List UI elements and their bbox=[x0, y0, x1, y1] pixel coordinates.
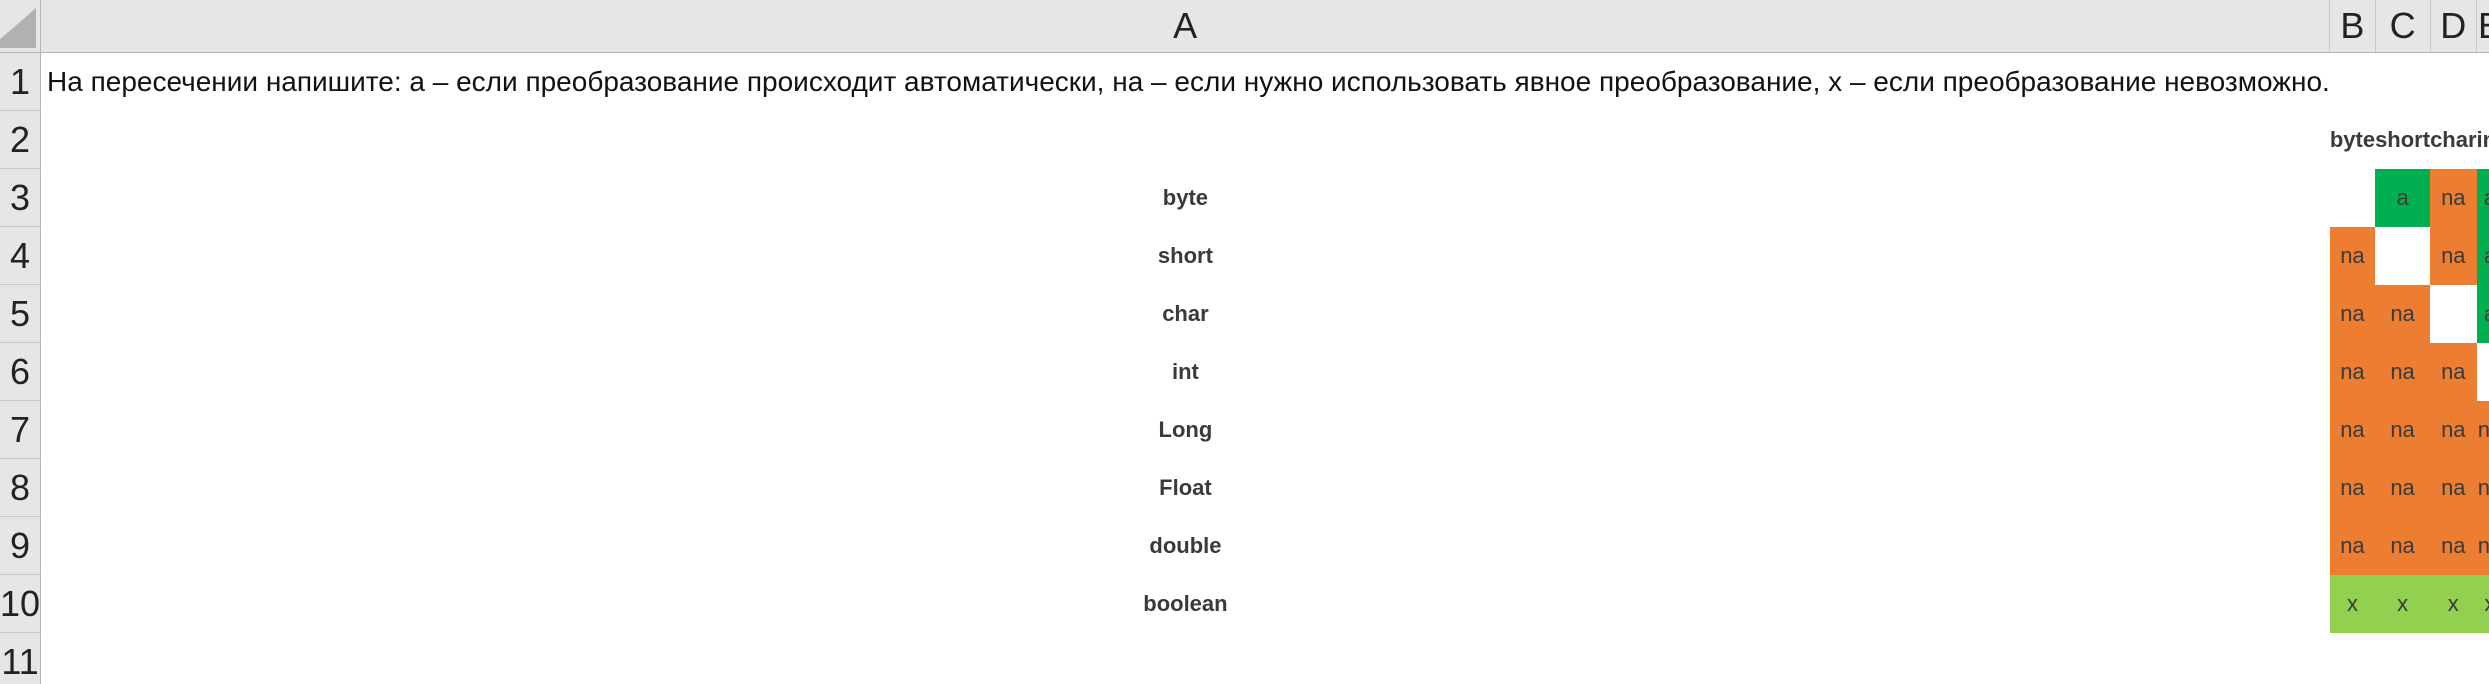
matrix-cell-e5[interactable]: a bbox=[2476, 284, 2489, 343]
row-header-10[interactable]: 10 bbox=[0, 574, 42, 633]
row-type-label[interactable]: double bbox=[1149, 532, 1222, 558]
title-cell[interactable]: На пересечении напишите: а – если преобр… bbox=[47, 65, 2330, 97]
cell[interactable] bbox=[41, 111, 2330, 169]
matrix-cell-c7[interactable]: na bbox=[2375, 400, 2431, 459]
matrix-cell-b10[interactable]: x bbox=[2329, 574, 2376, 633]
matrix-cell-c9[interactable]: na bbox=[2375, 516, 2431, 575]
row-type-label[interactable]: byte bbox=[1162, 184, 1209, 210]
sheet-row-6: 6intnananaaaax bbox=[0, 342, 2489, 401]
column-header-b[interactable]: B bbox=[2329, 0, 2376, 53]
cell[interactable] bbox=[2477, 53, 2489, 111]
column-header-row: A B C D E F G H I J K L bbox=[0, 0, 2489, 53]
cell[interactable] bbox=[2477, 633, 2489, 684]
row-type-label[interactable]: short bbox=[1157, 242, 1213, 268]
row-header-7[interactable]: 7 bbox=[0, 400, 42, 459]
sheet-row-5: 5charnanaaaaax bbox=[0, 284, 2489, 343]
matrix-cell-b6[interactable]: na bbox=[2329, 342, 2376, 401]
select-all-corner[interactable] bbox=[0, 0, 42, 53]
matrix-cell-c8[interactable]: na bbox=[2375, 458, 2431, 517]
column-type-label-int[interactable]: int bbox=[2476, 126, 2489, 152]
cell[interactable] bbox=[41, 633, 2330, 684]
matrix-cell-d4[interactable]: na bbox=[2430, 226, 2477, 285]
matrix-cell-e8[interactable]: na bbox=[2476, 458, 2489, 517]
column-type-label-byte[interactable]: byte bbox=[2329, 126, 2376, 152]
column-header-d[interactable]: D bbox=[2430, 0, 2478, 53]
matrix-cell-e6[interactable] bbox=[2477, 343, 2489, 401]
matrix-cell-e10[interactable]: x bbox=[2476, 574, 2489, 633]
matrix-cell-c5[interactable]: na bbox=[2375, 284, 2431, 343]
row-header-2[interactable]: 2 bbox=[0, 110, 42, 169]
matrix-cell-e3[interactable]: a bbox=[2476, 168, 2489, 227]
column-header-e[interactable]: E bbox=[2476, 0, 2489, 53]
sheet-row-2: 2 byte short char int long float double … bbox=[0, 110, 2489, 169]
sheet-row-3: 3byteanaaaaax bbox=[0, 168, 2489, 227]
matrix-cell-e7[interactable]: na bbox=[2476, 400, 2489, 459]
select-all-triangle-icon bbox=[0, 8, 37, 48]
row-type-label[interactable]: Long bbox=[1158, 416, 1213, 442]
row-header-6[interactable]: 6 bbox=[0, 342, 42, 401]
matrix-cell-b5[interactable]: na bbox=[2329, 284, 2376, 343]
matrix-cell-b7[interactable]: na bbox=[2329, 400, 2376, 459]
cell[interactable] bbox=[2330, 53, 2375, 111]
column-header-a[interactable]: A bbox=[40, 0, 2331, 53]
sheet-row-11: 11 bbox=[0, 632, 2489, 684]
row-type-label[interactable]: int bbox=[1171, 358, 1199, 384]
matrix-cell-c3[interactable]: a bbox=[2375, 168, 2431, 227]
matrix-cell-d5[interactable] bbox=[2430, 285, 2476, 343]
column-type-label-char[interactable]: char bbox=[2430, 126, 2477, 152]
cell[interactable] bbox=[2330, 633, 2375, 684]
matrix-cell-d10[interactable]: x bbox=[2430, 574, 2477, 633]
row-header-9[interactable]: 9 bbox=[0, 516, 42, 575]
row-header-5[interactable]: 5 bbox=[0, 284, 42, 343]
sheet-row-10: 10booleanxxxxxxx bbox=[0, 574, 2489, 633]
row-type-label[interactable]: char bbox=[1162, 300, 1209, 326]
sheet-row-9: 9doublenanananananax bbox=[0, 516, 2489, 575]
row-type-label[interactable]: Float bbox=[1159, 474, 1212, 500]
row-header-8[interactable]: 8 bbox=[0, 458, 42, 517]
column-type-label-short[interactable]: short bbox=[2375, 126, 2431, 152]
matrix-cell-c10[interactable]: x bbox=[2375, 574, 2431, 633]
row-header-11[interactable]: 11 bbox=[0, 632, 42, 684]
row-header-4[interactable]: 4 bbox=[0, 226, 42, 285]
matrix-cell-c6[interactable]: na bbox=[2375, 342, 2431, 401]
sheet-row-1: 1 На пересечении напишите: а – если прео… bbox=[0, 52, 2489, 111]
matrix-cell-e9[interactable]: na bbox=[2476, 516, 2489, 575]
column-header-c[interactable]: C bbox=[2375, 0, 2431, 53]
matrix-cell-b4[interactable]: na bbox=[2329, 226, 2376, 285]
row-type-label[interactable]: boolean bbox=[1143, 590, 1228, 616]
matrix-cell-b8[interactable]: na bbox=[2329, 458, 2376, 517]
matrix-cell-e4[interactable]: a bbox=[2476, 226, 2489, 285]
cell[interactable] bbox=[2375, 53, 2430, 111]
sheet-row-7: 7Longnanananaaax bbox=[0, 400, 2489, 459]
matrix-cell-d6[interactable]: na bbox=[2430, 342, 2477, 401]
sheet-row-8: 8Floatnananananaax bbox=[0, 458, 2489, 517]
matrix-cell-c4[interactable] bbox=[2375, 227, 2430, 285]
matrix-cell-b9[interactable]: na bbox=[2329, 516, 2376, 575]
matrix-cell-b3[interactable] bbox=[2330, 169, 2375, 227]
cell[interactable] bbox=[2430, 53, 2476, 111]
matrix-cell-d8[interactable]: na bbox=[2430, 458, 2477, 517]
matrix-cell-d7[interactable]: na bbox=[2430, 400, 2477, 459]
row-header-1[interactable]: 1 bbox=[0, 52, 42, 111]
matrix-cell-d3[interactable]: na bbox=[2430, 168, 2477, 227]
matrix-cell-d9[interactable]: na bbox=[2430, 516, 2477, 575]
sheet-row-4: 4shortnanaaaaax bbox=[0, 226, 2489, 285]
cell[interactable] bbox=[2375, 633, 2430, 684]
row-header-3[interactable]: 3 bbox=[0, 168, 42, 227]
cell[interactable] bbox=[2430, 633, 2476, 684]
